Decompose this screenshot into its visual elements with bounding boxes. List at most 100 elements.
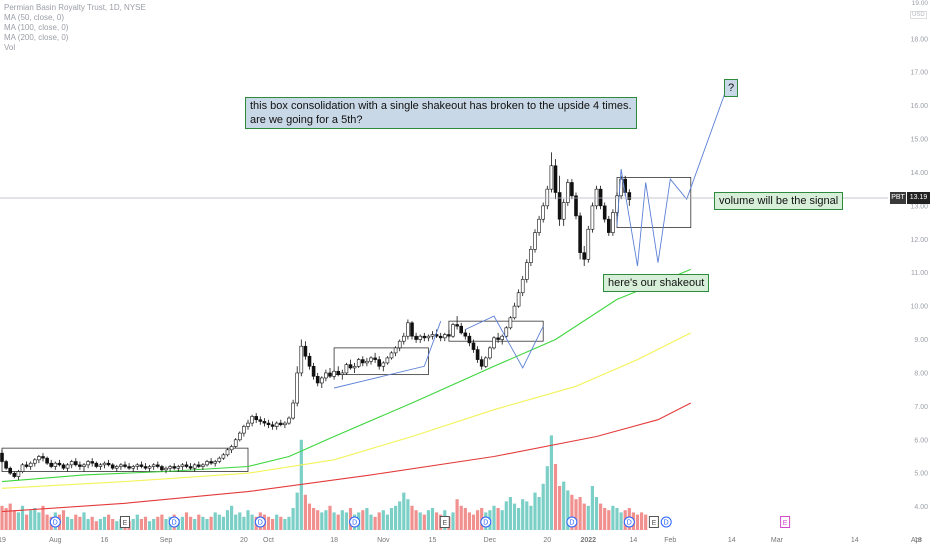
x-tick-label: 18 (914, 537, 922, 544)
annotation-box-consolidation[interactable]: this box consolidation with a single sha… (245, 97, 637, 129)
dividend-marker-label: D (569, 520, 574, 527)
legend-ma100: MA (100, close, 0) (4, 23, 69, 32)
volume-bar (385, 514, 389, 530)
ma-line-100 (1, 332, 692, 489)
volume-bar (398, 501, 402, 530)
candle-body (430, 334, 435, 337)
candle-body (123, 464, 127, 467)
volume-bar (430, 508, 435, 530)
candle-body (283, 422, 287, 426)
volume-bar (492, 505, 496, 530)
volume-bar (266, 516, 271, 530)
volume-bar (525, 501, 529, 530)
y-tick-label: 15.00 (910, 137, 928, 144)
candle-body (365, 360, 369, 364)
volume-bar (4, 508, 8, 530)
trendline-1 (333, 321, 442, 389)
candle-body (188, 466, 193, 469)
candle-body (131, 466, 135, 469)
volume-bar (70, 519, 74, 530)
candle-body (508, 317, 513, 329)
dividend-marker-label: D (483, 520, 488, 527)
time-axis[interactable]: 19 Aug 16 Sep 20 Oct 18 Nov 15 Dec 20 2022 14 Feb 14 Ma… (0, 537, 922, 544)
volume-bar (361, 510, 365, 530)
candle-body (369, 357, 373, 362)
legend-ma200: MA (200, close, 0) (4, 33, 69, 42)
volume-bar (422, 514, 426, 530)
x-tick-label: Feb (664, 537, 676, 544)
volume-bar (574, 499, 578, 530)
volume-bar (221, 516, 225, 530)
candle-body (352, 365, 357, 369)
candle-body (389, 352, 394, 359)
candle-body (74, 461, 78, 466)
candle-body (541, 205, 546, 220)
y-tick-label: 6.00 (914, 437, 928, 444)
earnings-marker-label: E (442, 520, 447, 527)
candle-body (422, 335, 427, 339)
annotation-line-1: this box consolidation with a single sha… (250, 100, 632, 112)
volume-bar (45, 514, 49, 530)
candle-body (315, 375, 320, 384)
consolidation-box-3 (448, 320, 544, 342)
candle-body (205, 461, 209, 466)
x-tick-label: 20 (240, 537, 248, 544)
volume-bar (377, 512, 381, 530)
volume-bar (467, 512, 471, 530)
x-tick-label: Oct (263, 537, 274, 544)
candle-body (176, 466, 181, 469)
candle-body (12, 472, 17, 477)
y-tick-label: 12.00 (910, 237, 928, 244)
volume-bar (369, 514, 373, 530)
candle-body (578, 215, 582, 253)
candle-body (483, 357, 488, 367)
volume-bar (553, 464, 558, 530)
x-tick-label: Apr (911, 537, 923, 544)
candle-body (606, 218, 611, 233)
volume-bar (115, 521, 119, 530)
candle-body (238, 432, 242, 441)
candle-body (143, 466, 148, 469)
candle-body (69, 461, 74, 466)
volume-bar (451, 512, 455, 530)
volume-bar (291, 508, 295, 530)
volume-bar (193, 519, 197, 530)
volume-bar (521, 499, 525, 530)
candle-body (266, 422, 271, 426)
dividend-marker (254, 516, 266, 528)
annotation-question[interactable]: ? (724, 79, 739, 97)
volume-bar (189, 516, 193, 530)
candle-body (406, 322, 410, 337)
candle-body (192, 464, 197, 469)
candle-body (242, 426, 246, 434)
volume-bar (25, 514, 29, 530)
candle-body (16, 471, 21, 477)
candle-body (164, 467, 168, 471)
candle-body (545, 188, 550, 207)
candle-body (0, 452, 4, 462)
volume-bar (332, 512, 336, 530)
annotation-shakeout[interactable]: here's our shakeout (603, 274, 710, 292)
chart-legend: Permian Basin Royalty Trust, 1D, NYSE MA… (4, 3, 146, 53)
volume-bar (283, 519, 287, 530)
price-axis[interactable]: 19.00 18.00 17.00 16.00 15.00 14.00 13.00 12.00… (910, 0, 928, 511)
candle-body (278, 422, 283, 426)
volume-bar (184, 512, 189, 530)
candle-body (262, 421, 267, 424)
volume-bar (12, 510, 16, 530)
y-tick-label: 16.00 (910, 103, 928, 110)
currency-label: USD (910, 11, 927, 19)
y-tick-label: 13.00 (910, 203, 928, 210)
volume-bar (16, 512, 20, 530)
candle-body (455, 324, 459, 327)
annotation-volume-signal[interactable]: volume will be the signal (714, 192, 844, 210)
candle-body (229, 446, 234, 451)
candle-body (397, 340, 402, 349)
x-tick-label: 14 (851, 537, 859, 544)
volume-bar (644, 514, 648, 530)
volume-bar (307, 503, 312, 530)
earnings-marker-label: E (783, 520, 788, 527)
candle-body (463, 332, 468, 337)
volume-bar (209, 516, 213, 530)
